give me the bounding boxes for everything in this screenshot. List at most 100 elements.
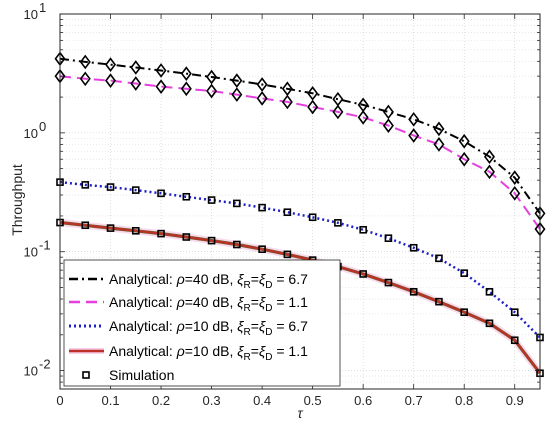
sim-marker bbox=[106, 183, 115, 191]
sim-marker bbox=[130, 76, 142, 91]
legend-sub-d: D bbox=[265, 327, 272, 338]
sim-marker bbox=[460, 269, 469, 277]
series-2-line bbox=[59, 75, 541, 230]
simulation-markers bbox=[54, 51, 546, 378]
x-tick-label: 0.3 bbox=[203, 393, 221, 408]
y-tick-label: 10 bbox=[24, 126, 38, 141]
sim-marker bbox=[408, 128, 420, 143]
legend-sim-marker bbox=[82, 371, 90, 379]
legend-xi: ξ bbox=[237, 271, 244, 287]
sim-marker bbox=[81, 221, 90, 230]
legend-sub-r: R bbox=[244, 280, 251, 291]
sim-marker bbox=[458, 133, 470, 149]
sim-marker bbox=[357, 110, 369, 125]
sim-marker bbox=[207, 196, 216, 204]
sim-marker bbox=[458, 151, 470, 167]
legend-rho: ρ bbox=[176, 318, 185, 334]
plot-frame bbox=[59, 13, 541, 390]
x-tick-label: 0.5 bbox=[304, 393, 322, 408]
legend-label-4: Analytical: ρ=10 dB, ξR=ξD = 1.1 bbox=[109, 343, 308, 363]
legend-sub-d: D bbox=[265, 303, 272, 314]
legend-value: = 1.1 bbox=[272, 294, 308, 310]
legend-sub-d: D bbox=[265, 352, 272, 363]
x-axis: 0 0.1 0.2 0.3 0.4 0.5 0.6 0.7 0.8 0.9 bbox=[56, 14, 524, 408]
sim-marker bbox=[233, 199, 241, 208]
sim-marker bbox=[485, 319, 494, 328]
legend-sub-r: R bbox=[244, 352, 251, 363]
legend-rho: ρ bbox=[176, 271, 185, 287]
y-axis-title: Throughput bbox=[9, 164, 25, 236]
legend-xi: ξ bbox=[237, 318, 244, 334]
legend-label-1: Analytical: ρ=40 dB, ξR=ξD = 6.7 bbox=[109, 271, 308, 291]
legend-value: = 6.7 bbox=[272, 318, 308, 334]
sim-marker bbox=[435, 297, 443, 306]
sim-marker bbox=[258, 245, 266, 254]
sim-marker bbox=[157, 189, 165, 198]
legend-xi: ξ bbox=[259, 318, 266, 334]
x-tick-label: 0.2 bbox=[152, 393, 170, 408]
sim-marker bbox=[359, 270, 367, 278]
sim-marker bbox=[509, 170, 521, 185]
legend-eq: = bbox=[251, 343, 259, 359]
legend-prefix: Analytical: bbox=[109, 294, 177, 310]
legend-rho: ρ bbox=[176, 343, 185, 359]
sim-marker bbox=[81, 181, 90, 189]
sim-marker bbox=[283, 208, 292, 217]
x-axis-title: τ bbox=[297, 405, 303, 421]
sim-marker bbox=[155, 63, 167, 78]
y-tick-label: 10 bbox=[24, 7, 38, 22]
sim-marker bbox=[359, 225, 367, 234]
y-tick-exponent: -1 bbox=[39, 238, 51, 253]
sim-marker bbox=[384, 234, 393, 242]
sim-marker bbox=[510, 308, 519, 316]
sim-marker bbox=[283, 250, 292, 259]
sim-marker bbox=[382, 104, 394, 120]
y-tick-exponent: 0 bbox=[39, 119, 46, 134]
sim-marker bbox=[308, 213, 317, 222]
sim-marker bbox=[409, 243, 418, 252]
legend-sub-d: D bbox=[265, 280, 272, 291]
sim-marker bbox=[408, 111, 420, 127]
legend-rho-value: =10 dB, bbox=[185, 318, 238, 334]
legend-rho: ρ bbox=[176, 294, 185, 310]
legend-prefix: Analytical: bbox=[109, 318, 177, 334]
y-tick-exponent: 1 bbox=[39, 0, 46, 15]
legend-xi: ξ bbox=[259, 343, 266, 359]
sim-marker bbox=[334, 219, 342, 227]
sim-marker bbox=[307, 99, 319, 115]
sim-marker bbox=[256, 77, 268, 92]
sim-marker bbox=[460, 308, 469, 316]
legend-rho-value: =40 dB, bbox=[185, 294, 238, 310]
sim-marker bbox=[206, 69, 218, 85]
sim-marker bbox=[435, 254, 443, 263]
sim-marker bbox=[485, 288, 494, 296]
sim-marker bbox=[105, 73, 117, 88]
sim-marker bbox=[206, 83, 218, 99]
sim-marker bbox=[258, 203, 266, 212]
sim-marker bbox=[207, 236, 216, 245]
y-tick-label: 10 bbox=[24, 364, 38, 379]
legend-rho-value: =10 dB, bbox=[185, 343, 238, 359]
sim-marker bbox=[409, 288, 418, 296]
sim-marker bbox=[510, 336, 519, 345]
x-tick-label: 0 bbox=[56, 393, 63, 408]
legend-value: = 6.7 bbox=[272, 271, 308, 287]
sim-marker bbox=[79, 54, 91, 70]
sim-marker bbox=[130, 60, 142, 75]
sim-marker bbox=[307, 86, 319, 101]
sim-marker bbox=[384, 278, 393, 287]
sim-marker bbox=[256, 91, 268, 106]
legend-sim-label: Simulation bbox=[109, 367, 174, 383]
legend-label-3: Analytical: ρ=10 dB, ξR=ξD = 6.7 bbox=[109, 318, 308, 338]
x-tick-label: 0.4 bbox=[253, 393, 271, 408]
sim-marker bbox=[483, 149, 495, 165]
sim-marker bbox=[382, 118, 394, 133]
series-3-line bbox=[59, 180, 541, 339]
sim-marker bbox=[131, 186, 140, 194]
sim-marker bbox=[231, 73, 243, 88]
sim-marker bbox=[509, 185, 521, 201]
legend-prefix: Analytical: bbox=[109, 271, 177, 287]
legend-xi: ξ bbox=[259, 271, 266, 287]
